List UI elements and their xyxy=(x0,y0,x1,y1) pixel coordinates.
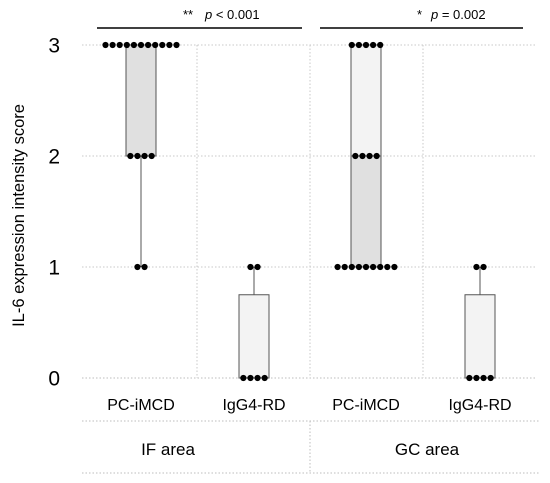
data-point xyxy=(159,41,166,49)
data-point xyxy=(137,41,145,49)
data-point xyxy=(480,374,487,382)
p-value: = 0.002 xyxy=(438,7,485,22)
significance-stars: ** xyxy=(183,7,193,22)
data-point xyxy=(362,41,370,49)
box-upper xyxy=(350,44,382,157)
data-point xyxy=(366,152,373,160)
data-point xyxy=(109,41,116,49)
data-point xyxy=(355,41,362,49)
p-symbol: p xyxy=(204,7,212,22)
data-point xyxy=(377,263,384,271)
p-symbol: p xyxy=(430,7,438,22)
data-point xyxy=(261,374,268,382)
category-label: PC-iMCD xyxy=(332,397,400,414)
box xyxy=(238,294,270,379)
y-tick-label: 1 xyxy=(48,257,60,280)
data-point xyxy=(370,263,377,271)
category-label: IgG4-RD xyxy=(448,397,511,414)
y-tick-label: 2 xyxy=(48,146,60,169)
box xyxy=(464,294,496,379)
data-point xyxy=(362,263,370,271)
y-tick-label: 3 xyxy=(48,35,60,58)
data-point xyxy=(334,263,341,271)
data-point xyxy=(370,41,377,49)
data-point xyxy=(352,152,359,160)
data-point xyxy=(473,374,480,382)
data-point xyxy=(473,263,480,271)
data-point xyxy=(480,263,487,271)
box xyxy=(125,44,157,157)
data-point xyxy=(123,41,130,49)
data-point xyxy=(384,263,391,271)
data-point xyxy=(487,374,494,382)
p-value-label: p < 0.001 xyxy=(204,7,260,22)
data-point xyxy=(130,41,137,49)
data-point xyxy=(254,263,261,271)
box-lower xyxy=(350,155,382,268)
y-tick-label: 0 xyxy=(48,368,60,391)
data-point xyxy=(391,263,398,271)
y-axis-title: IL-6 expression intensity score xyxy=(10,104,28,327)
data-point xyxy=(348,263,355,271)
group-label: IF area xyxy=(141,440,195,459)
data-point xyxy=(148,152,155,160)
data-point xyxy=(166,41,173,49)
p-value-label: p = 0.002 xyxy=(430,7,486,22)
p-value: < 0.001 xyxy=(212,7,259,22)
data-point xyxy=(152,41,159,49)
category-label: IgG4-RD xyxy=(222,397,285,414)
data-point xyxy=(102,41,109,49)
data-point xyxy=(173,41,180,49)
data-point xyxy=(145,41,152,49)
data-point xyxy=(116,41,123,49)
data-point xyxy=(134,152,141,160)
data-point xyxy=(254,374,261,382)
data-point xyxy=(247,374,254,382)
data-point xyxy=(127,152,134,160)
data-point xyxy=(141,152,148,160)
data-point xyxy=(377,41,384,49)
data-point xyxy=(355,263,362,271)
data-point xyxy=(373,152,380,160)
data-point xyxy=(359,152,366,160)
category-label: PC-iMCD xyxy=(107,397,175,414)
data-point xyxy=(247,263,254,271)
data-point xyxy=(240,374,247,382)
group-label: GC area xyxy=(395,440,460,459)
data-point xyxy=(348,41,355,49)
data-point xyxy=(466,374,473,382)
data-point xyxy=(141,263,148,271)
data-point xyxy=(341,263,348,271)
data-point xyxy=(134,263,141,271)
significance-stars: * xyxy=(417,7,422,22)
